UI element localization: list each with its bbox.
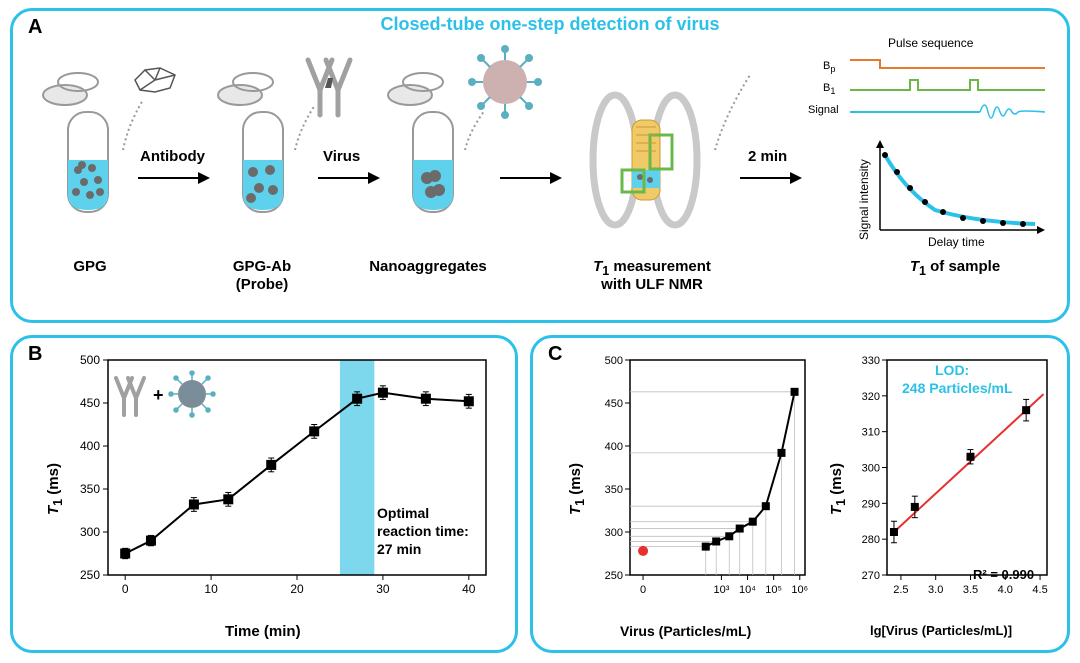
svg-text:10: 10 xyxy=(204,582,218,596)
cr-r2: R² = 0.990 xyxy=(973,567,1034,582)
b-inset-antibody xyxy=(110,370,150,418)
svg-text:500: 500 xyxy=(80,353,100,367)
arrow-label-antibody: Antibody xyxy=(140,148,205,165)
svg-text:300: 300 xyxy=(862,463,880,475)
svg-text:400: 400 xyxy=(80,439,100,453)
graphene-icon xyxy=(130,60,180,100)
svg-text:2.5: 2.5 xyxy=(893,584,908,596)
b-ylabel: T1 (ms) xyxy=(45,463,65,515)
dotted-2 xyxy=(290,100,320,155)
svg-text:30: 30 xyxy=(376,582,390,596)
svg-text:4.0: 4.0 xyxy=(998,584,1013,596)
cl-ylabel: T1 (ms) xyxy=(567,463,587,515)
arrow-2min xyxy=(740,168,802,188)
svg-text:10⁴: 10⁴ xyxy=(739,584,756,596)
svg-text:250: 250 xyxy=(605,570,623,582)
svg-text:40: 40 xyxy=(462,582,476,596)
dotted-4 xyxy=(710,70,755,160)
label-t1-meas: T1 measurement xyxy=(567,258,737,278)
pulse-b1: B1 xyxy=(823,82,835,96)
svg-text:300: 300 xyxy=(80,525,100,539)
chart-c-left: 0 10³ 10⁴ 10⁵ 10⁶ 250 300 350 400 450 500 xyxy=(598,350,813,615)
cr-ylabel: T1 (ms) xyxy=(828,463,848,515)
svg-text:270: 270 xyxy=(862,570,880,582)
tube-nano xyxy=(385,70,475,250)
svg-text:3.0: 3.0 xyxy=(928,584,943,596)
b-xlabel: Time (min) xyxy=(225,623,301,640)
svg-text:10³: 10³ xyxy=(713,584,729,596)
panel-c-label: C xyxy=(548,343,562,366)
svg-text:500: 500 xyxy=(605,355,623,367)
label-t1sample: T1 of sample xyxy=(870,258,1040,278)
tube-gpg xyxy=(40,70,130,250)
b-anno1: Optimal xyxy=(377,505,429,521)
svg-text:320: 320 xyxy=(862,391,880,403)
svg-text:310: 310 xyxy=(862,427,880,439)
b-inset-virus xyxy=(168,370,216,418)
dotted-3 xyxy=(460,105,490,155)
label-nano: Nanoaggregates xyxy=(358,258,498,275)
svg-text:4.5: 4.5 xyxy=(1032,584,1047,596)
arrow-3 xyxy=(500,168,562,188)
svg-text:10⁵: 10⁵ xyxy=(765,584,782,596)
arrow-label-virus: Virus xyxy=(323,148,360,165)
pulse-signal: Signal xyxy=(808,104,839,116)
label-gpg-ab2: (Probe) xyxy=(222,276,302,293)
decay-ylabel: Signal intensity xyxy=(857,159,871,240)
pulse-title: Pulse sequence xyxy=(888,36,973,50)
svg-text:280: 280 xyxy=(862,534,880,546)
arrow-label-2min: 2 min xyxy=(748,148,787,165)
svg-text:350: 350 xyxy=(80,482,100,496)
svg-text:450: 450 xyxy=(605,398,623,410)
cr-xlabel: lg[Virus (Particles/mL)] xyxy=(870,623,1012,638)
label-gpg-ab1: GPG-Ab xyxy=(222,258,302,275)
svg-text:3.5: 3.5 xyxy=(963,584,978,596)
cr-lod1: LOD: xyxy=(935,362,969,378)
svg-text:0: 0 xyxy=(122,582,129,596)
dotted-1 xyxy=(118,95,148,155)
svg-text:250: 250 xyxy=(80,568,100,582)
svg-text:350: 350 xyxy=(605,484,623,496)
svg-text:20: 20 xyxy=(290,582,304,596)
decay-xlabel: Delay time xyxy=(928,235,985,249)
decay-chart xyxy=(855,140,1050,250)
svg-text:330: 330 xyxy=(862,355,880,367)
pulse-bp: Bp xyxy=(823,60,835,74)
svg-text:300: 300 xyxy=(605,527,623,539)
cr-lod2: 248 Particles/mL xyxy=(902,380,1013,396)
b-plus: + xyxy=(153,385,164,406)
nmr-coils xyxy=(570,75,720,245)
b-anno2: reaction time: xyxy=(377,523,469,539)
label-t1-meas2: with ULF NMR xyxy=(567,276,737,293)
pulse-seq xyxy=(850,50,1050,125)
svg-text:290: 290 xyxy=(862,498,880,510)
tube-gpg-ab xyxy=(215,70,305,250)
svg-text:0: 0 xyxy=(640,584,646,596)
svg-text:400: 400 xyxy=(605,441,623,453)
svg-text:10⁶: 10⁶ xyxy=(791,584,808,596)
main-title: Closed-tube one-step detection of virus xyxy=(10,14,1080,35)
arrow-virus xyxy=(318,168,380,188)
arrow-antibody xyxy=(138,168,210,188)
panel-b-label: B xyxy=(28,343,42,366)
svg-text:450: 450 xyxy=(80,396,100,410)
b-anno3: 27 min xyxy=(377,541,421,557)
label-gpg: GPG xyxy=(60,258,120,275)
cl-xlabel: Virus (Particles/mL) xyxy=(620,623,751,639)
